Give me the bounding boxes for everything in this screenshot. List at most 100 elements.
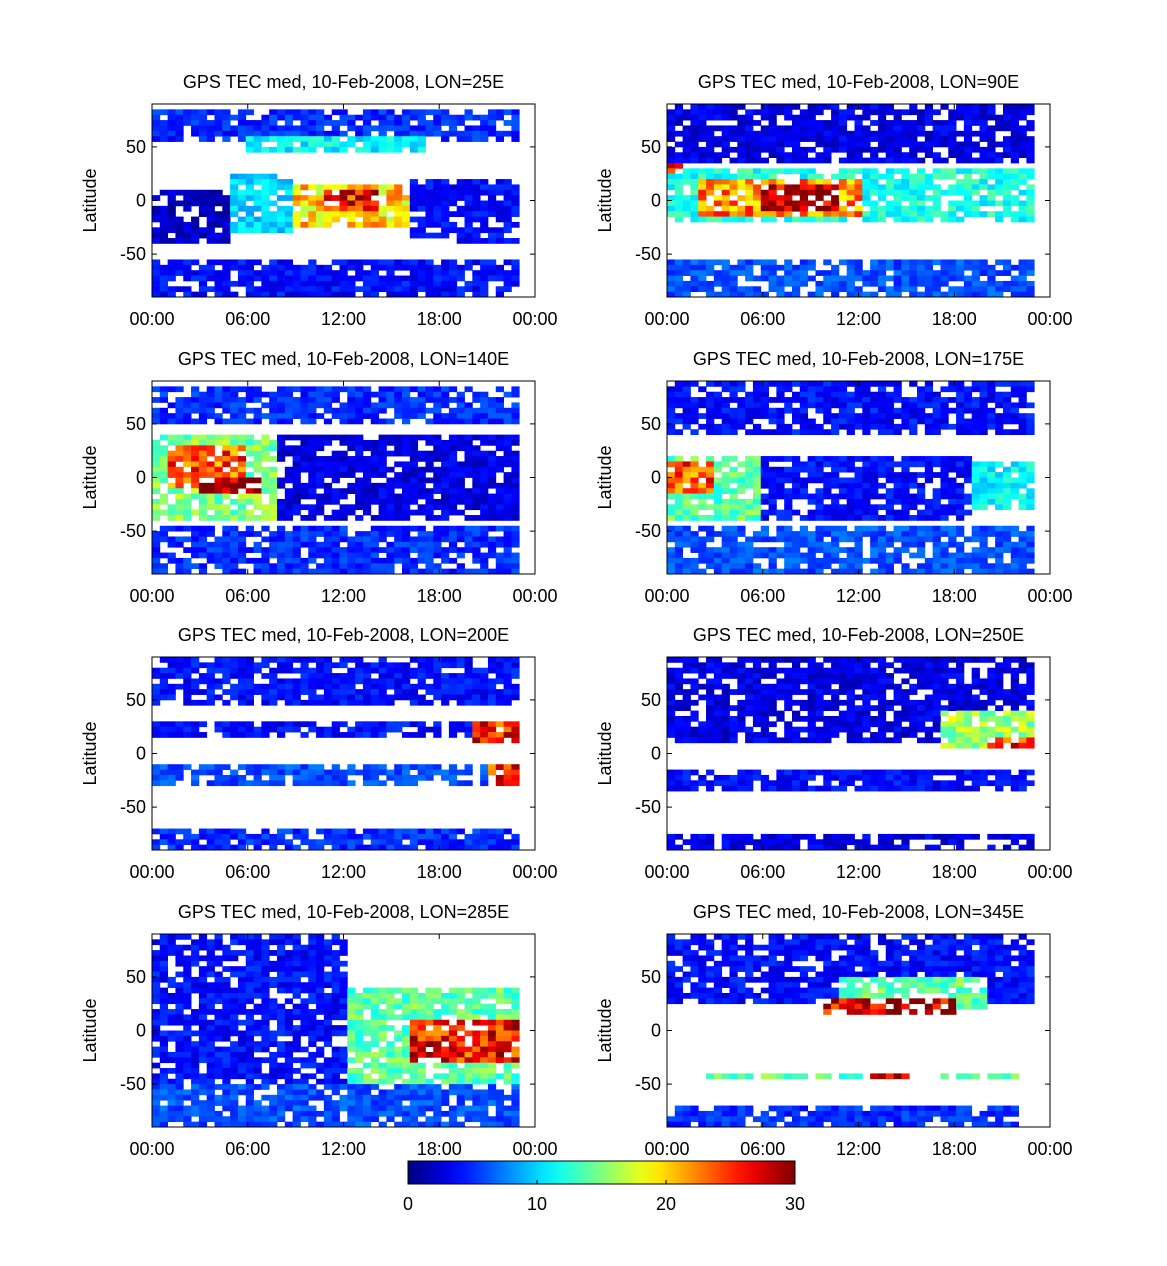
heatmap-cell bbox=[909, 291, 918, 298]
heatmap-cell bbox=[885, 472, 894, 478]
heatmap-cell bbox=[511, 434, 520, 441]
heatmap-cell bbox=[167, 839, 176, 846]
heatmap-cell bbox=[206, 386, 215, 393]
heatmap-cell bbox=[971, 280, 980, 287]
heatmap-cell bbox=[284, 488, 294, 494]
heatmap-cell bbox=[269, 498, 278, 505]
heatmap-cell bbox=[877, 472, 887, 478]
heatmap-cell bbox=[706, 141, 715, 148]
heatmap-cell bbox=[823, 179, 832, 185]
heatmap-cell bbox=[846, 504, 855, 511]
heatmap-cell bbox=[706, 381, 715, 387]
heatmap-cell bbox=[940, 456, 949, 462]
heatmap-cell bbox=[245, 109, 254, 116]
heatmap-cell bbox=[292, 504, 301, 511]
heatmap-cell bbox=[721, 286, 730, 293]
heatmap-cell bbox=[425, 211, 434, 217]
heatmap-cell bbox=[480, 461, 489, 468]
heatmap-cell bbox=[323, 286, 333, 293]
heatmap-cell bbox=[292, 844, 301, 851]
heatmap-cell bbox=[690, 504, 699, 511]
heatmap-cell bbox=[386, 125, 395, 132]
heatmap-cell bbox=[331, 689, 340, 695]
heatmap-cell bbox=[503, 525, 512, 532]
heatmap-cell bbox=[870, 493, 879, 500]
heatmap-cell bbox=[237, 477, 247, 484]
heatmap-cell bbox=[206, 407, 215, 414]
heatmap-cell bbox=[917, 125, 926, 132]
heatmap-cell bbox=[386, 114, 395, 121]
x-tick-label: 00:00 bbox=[129, 586, 174, 606]
heatmap-cell bbox=[792, 130, 801, 137]
heatmap-cell bbox=[503, 238, 512, 244]
heatmap-cell bbox=[995, 211, 1004, 217]
heatmap-cell bbox=[269, 439, 278, 446]
heatmap-cell bbox=[1002, 541, 1012, 548]
heatmap-cell bbox=[222, 136, 231, 142]
heatmap-cell bbox=[674, 493, 684, 500]
heatmap-cell bbox=[729, 386, 738, 393]
heatmap-cell bbox=[503, 270, 512, 276]
heatmap-cell bbox=[214, 552, 223, 559]
heatmap-cell bbox=[995, 552, 1004, 559]
heatmap-cell bbox=[355, 434, 364, 441]
heatmap-cell bbox=[870, 547, 879, 553]
heatmap-cell bbox=[917, 397, 926, 403]
heatmap-cell bbox=[339, 678, 348, 685]
heatmap-cell bbox=[425, 109, 434, 116]
heatmap-cell bbox=[784, 498, 793, 505]
heatmap-cell bbox=[167, 732, 176, 738]
heatmap-cell bbox=[425, 189, 434, 196]
heatmap-cell bbox=[409, 136, 419, 142]
heatmap-cell bbox=[480, 136, 489, 142]
heatmap-cell bbox=[963, 141, 973, 148]
heatmap-cell bbox=[441, 498, 450, 505]
heatmap-cell bbox=[191, 386, 200, 393]
heatmap-cell bbox=[417, 184, 426, 191]
heatmap-cell bbox=[745, 557, 754, 564]
heatmap-cell bbox=[713, 498, 723, 505]
heatmap-cell bbox=[417, 227, 426, 234]
heatmap-cell bbox=[901, 402, 910, 409]
heatmap-cell bbox=[799, 280, 809, 287]
heatmap-cell bbox=[503, 456, 512, 462]
heatmap-cell bbox=[206, 557, 215, 564]
heatmap-cell bbox=[456, 493, 465, 500]
heatmap-cell bbox=[745, 136, 754, 142]
heatmap-cell bbox=[745, 402, 754, 409]
heatmap-cell bbox=[698, 200, 707, 207]
heatmap-cell bbox=[237, 721, 247, 728]
heatmap-cell bbox=[963, 402, 973, 409]
heatmap-cell bbox=[214, 557, 223, 564]
heatmap-cell bbox=[893, 493, 902, 500]
heatmap-cell bbox=[682, 168, 691, 175]
heatmap-cell bbox=[284, 179, 294, 185]
heatmap-cell bbox=[245, 211, 254, 217]
heatmap-cell bbox=[402, 504, 411, 511]
heatmap-cell bbox=[175, 844, 184, 851]
heatmap-cell bbox=[737, 418, 746, 425]
heatmap-cell bbox=[394, 264, 403, 271]
heatmap-cell bbox=[745, 547, 754, 553]
heatmap-cell bbox=[456, 397, 465, 403]
heatmap-cell bbox=[284, 216, 294, 223]
heatmap-cell bbox=[963, 386, 973, 393]
heatmap-cell bbox=[347, 386, 356, 393]
heatmap-cell bbox=[940, 531, 949, 537]
heatmap-cell bbox=[480, 275, 489, 282]
heatmap-cell bbox=[409, 200, 419, 207]
heatmap-cell bbox=[472, 136, 481, 142]
heatmap-cell bbox=[433, 211, 442, 217]
heatmap-cell bbox=[441, 418, 450, 425]
heatmap-cell bbox=[331, 531, 340, 537]
heatmap-cell bbox=[963, 418, 973, 425]
heatmap-cell bbox=[464, 189, 473, 196]
heatmap-cell bbox=[807, 211, 816, 217]
y-tick-label: 0 bbox=[136, 468, 146, 488]
heatmap-cell bbox=[760, 168, 769, 175]
heatmap-cell bbox=[378, 536, 387, 543]
heatmap-cell bbox=[729, 270, 738, 276]
heatmap-cell bbox=[706, 270, 715, 276]
heatmap-cell bbox=[362, 114, 372, 121]
heatmap-cell bbox=[956, 498, 965, 505]
